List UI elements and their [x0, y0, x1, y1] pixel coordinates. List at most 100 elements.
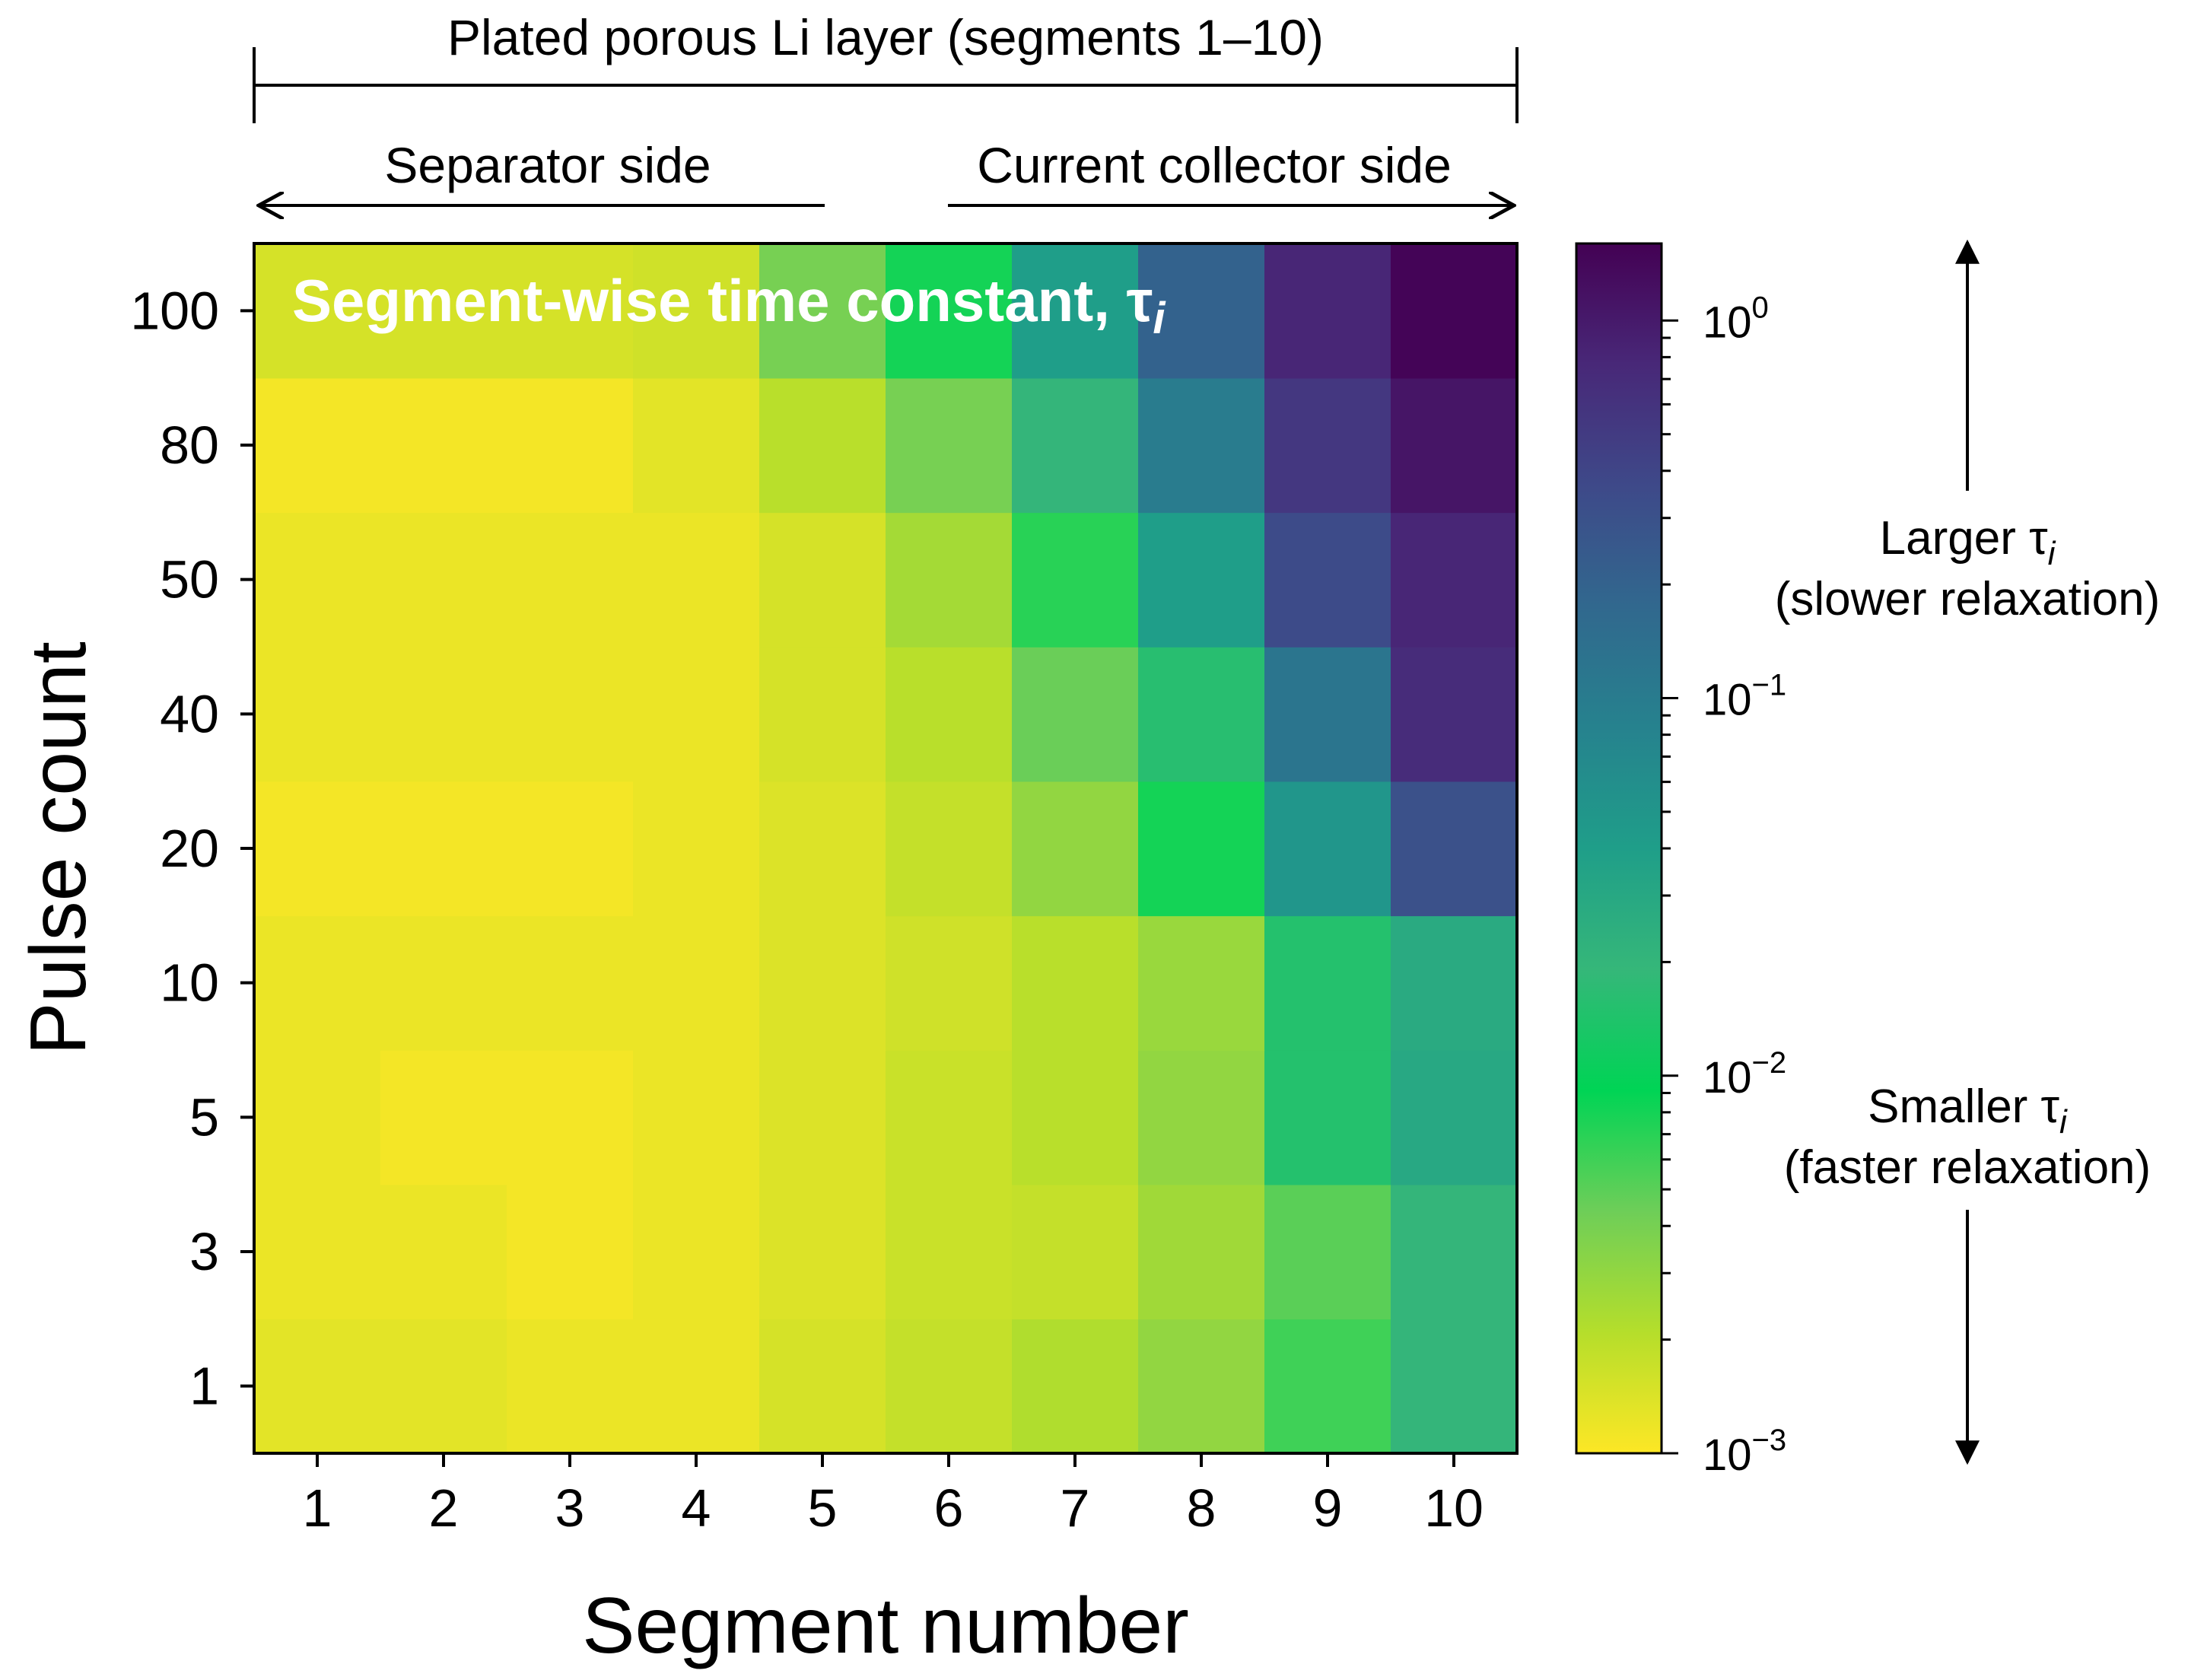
heatmap-cell [633, 915, 760, 1051]
colorbar-tick-label: 10−1 [1703, 669, 1786, 725]
heatmap-cell [254, 1319, 381, 1454]
heatmap-cell [633, 647, 760, 782]
heatmap-cell [759, 377, 886, 514]
heatmap-cell [633, 377, 760, 514]
x-tick-label: 10 [1424, 1478, 1484, 1538]
heatmap-cell [254, 512, 381, 648]
heatmap-cell [1391, 512, 1518, 648]
y-tick-label: 20 [160, 819, 219, 878]
smaller-tau-label: Smaller τi [1868, 1080, 2068, 1141]
heatmap-cell [380, 377, 507, 514]
heatmap-cell [1264, 243, 1391, 379]
heatmap-cell [380, 915, 507, 1051]
slower-relaxation-label: (slower relaxation) [1775, 573, 2161, 625]
heatmap-cell [507, 1050, 634, 1185]
y-tick-label: 1 [189, 1357, 219, 1416]
heatmap-cell [507, 512, 634, 648]
heatmap-cell [759, 915, 886, 1051]
x-tick-label: 2 [429, 1478, 459, 1538]
heatmap-cell [1264, 647, 1391, 782]
heatmap-cell [633, 1184, 760, 1320]
heatmap-cell [633, 1050, 760, 1185]
x-axis: 1 2 3 4 5 6 7 8 9 10 [303, 1453, 1484, 1538]
heatmap-cell [1012, 512, 1139, 648]
y-tick-label: 80 [160, 415, 219, 475]
heatmap-cell [1264, 1319, 1391, 1454]
heatmap-cell [1138, 915, 1265, 1051]
heatmap-cell [1391, 647, 1518, 782]
heatmap-cell [1012, 647, 1139, 782]
heatmap-cell [1138, 1050, 1265, 1185]
heatmap-cell [759, 647, 886, 782]
heatmap-cell [886, 1050, 1013, 1185]
heatmap-cell [1391, 1050, 1518, 1185]
heatmap-cell [1012, 915, 1139, 1051]
x-tick-label: 7 [1061, 1478, 1090, 1538]
y-tick-label: 50 [160, 550, 219, 609]
collector-side-label: Current collector side [977, 137, 1452, 193]
heatmap-cell [886, 243, 1013, 379]
heatmap-cell [1012, 781, 1139, 917]
heatmap-cell [254, 1184, 381, 1320]
heatmap-cell [1391, 915, 1518, 1051]
heatmap-cell [507, 243, 634, 379]
heatmap-cell [759, 781, 886, 917]
heatmap-cell [254, 647, 381, 782]
x-tick-label: 1 [303, 1478, 332, 1538]
heatmap-cell [886, 377, 1013, 514]
colorbar-gradient [1575, 242, 1663, 1455]
bracket-label: Plated porous Li layer (segments 1–10) [447, 9, 1324, 65]
heatmap-cell [759, 1184, 886, 1320]
x-tick-label: 6 [934, 1478, 964, 1538]
heatmap-cell [1264, 377, 1391, 514]
heatmap-cell [254, 1050, 381, 1185]
heatmap-cell [1012, 377, 1139, 514]
heatmap-cell [1264, 781, 1391, 917]
heatmap-cell [1012, 1184, 1139, 1320]
heatmap-cell [1264, 915, 1391, 1051]
colorbar-tick-label: 10−2 [1703, 1046, 1786, 1102]
heatmap-cell [886, 915, 1013, 1051]
heatmap-cell [254, 243, 381, 379]
x-tick-label: 3 [555, 1478, 585, 1538]
heatmap-cell [1138, 377, 1265, 514]
y-axis: 1 3 5 10 20 40 50 80 100 [130, 281, 254, 1416]
side-arrows: Separator side Current collector side [259, 137, 1514, 205]
heatmap-cell [507, 647, 634, 782]
faster-relaxation-label: (faster relaxation) [1784, 1141, 2151, 1194]
heatmap-cell [886, 781, 1013, 917]
top-bracket: Plated porous Li layer (segments 1–10) [253, 9, 1519, 123]
heatmap-cell [1264, 1050, 1391, 1185]
heatmap-cell [254, 377, 381, 514]
heatmap-cell [507, 1184, 634, 1320]
heatmap-cell [507, 377, 634, 514]
heatmap-cell [380, 1319, 507, 1454]
heatmap-cell [633, 243, 760, 379]
heatmap-cell [1391, 1319, 1518, 1454]
heatmap-cell [1391, 243, 1518, 379]
heatmap-cell [380, 512, 507, 648]
y-axis-title: Pulse count [14, 641, 103, 1055]
heatmap-cell [633, 781, 760, 917]
heatmap-cell [380, 1184, 507, 1320]
heatmap-cell [759, 512, 886, 648]
heatmap-cell [886, 647, 1013, 782]
heatmap-cell [380, 647, 507, 782]
colorbar-tick-label: 10−3 [1703, 1424, 1786, 1480]
heatmap-cell [1264, 1184, 1391, 1320]
heatmap-cell [1391, 1184, 1518, 1320]
larger-tau-label: Larger τi [1880, 512, 2056, 572]
colorbar: 100 10−1 10−2 10−3 [1575, 242, 1786, 1480]
heatmap-cell [380, 781, 507, 917]
heatmap-cell [759, 1319, 886, 1454]
y-tick-label: 40 [160, 684, 219, 743]
heatmap-cell [1138, 512, 1265, 648]
x-tick-label: 8 [1187, 1478, 1216, 1538]
heatmap-cell [254, 915, 381, 1051]
colorbar-tick-label: 100 [1703, 291, 1769, 347]
heatmap-cell [380, 243, 507, 379]
heatmap-cell [1012, 1319, 1139, 1454]
heatmap-cell [1138, 781, 1265, 917]
heatmap-cell [507, 915, 634, 1051]
